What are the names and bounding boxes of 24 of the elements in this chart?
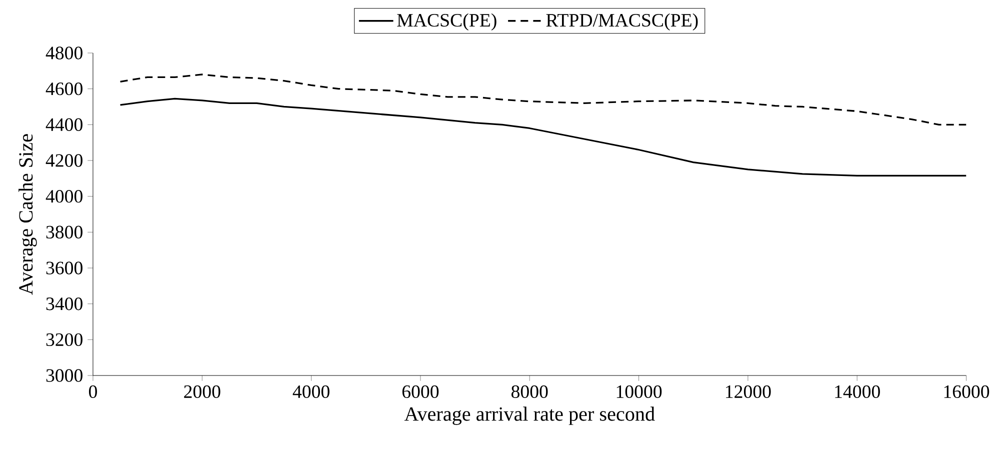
x-tick-label: 10000 [616,386,662,398]
x-tick-label: 2000 [184,386,220,398]
y-tick-label: 3800 [46,226,82,239]
x-tick-label: 16000 [944,386,990,398]
y-tick-label: 4200 [46,154,82,168]
x-axis-title: Average arrival rate per second [404,406,655,426]
y-tick-label: 3600 [46,262,82,275]
x-tick-label: 6000 [402,386,439,398]
y-tick-label: 3000 [46,369,82,382]
line-series [119,74,966,126]
y-tick-label: 4000 [46,190,82,203]
y-tick-label: 4800 [46,46,82,60]
x-tick-label: 4000 [292,386,330,398]
x-tick-label: 0 [88,386,97,398]
legend-label: RTPD/MACSC(PE) [546,14,698,31]
y-tick-label: 4600 [46,82,82,96]
y-tick-label: 4400 [46,118,82,132]
x-tick-label: 14000 [835,386,880,398]
legend-label: MACSC(PE) [397,14,496,31]
x-tick-label: 12000 [726,386,771,398]
y-axis-title: Average Cache Size [18,134,37,296]
y-tick-label: 3400 [46,298,82,310]
x-tick-label: 8000 [511,386,548,398]
y-tick-label: 3200 [46,334,82,346]
